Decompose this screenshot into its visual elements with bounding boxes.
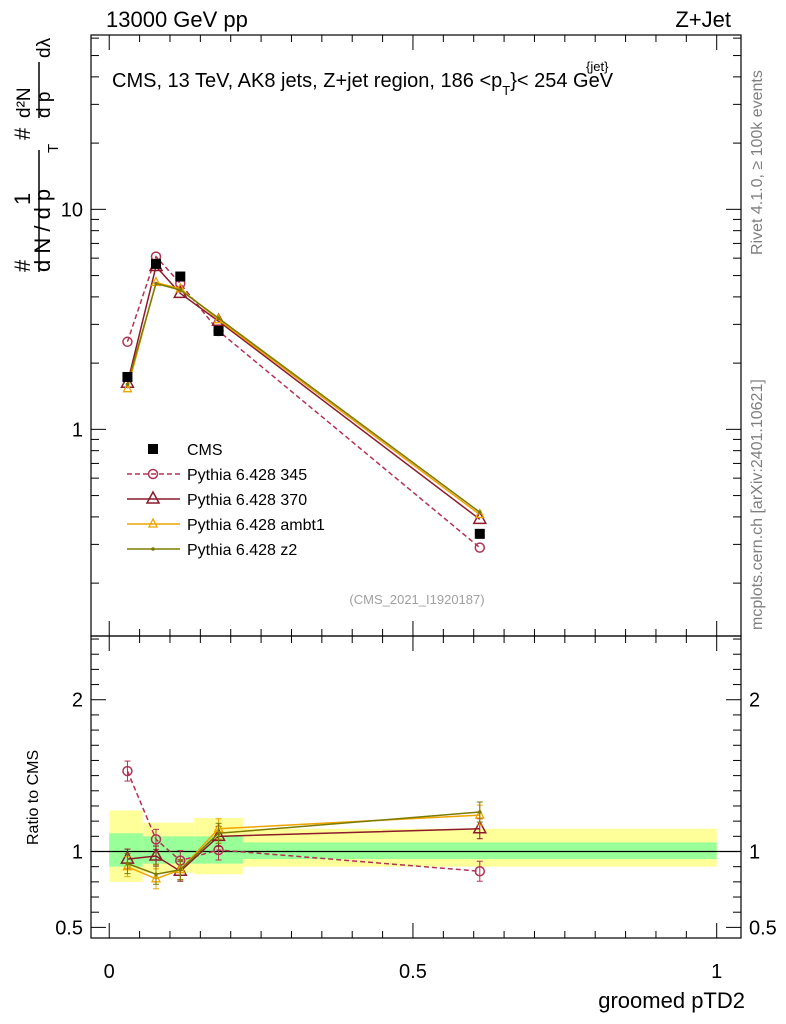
point-cms — [122, 371, 133, 382]
ratio-point-z2 — [477, 810, 482, 814]
ratio-panel: 0 0.5 1 0.5 0.5 1 1 2 2 — [55, 635, 777, 983]
point-z2 — [216, 316, 221, 321]
ratio-y-tick-label-right: 2 — [749, 690, 760, 712]
legend-entry-ambt1: Pythia 6.428 ambt1 — [127, 517, 325, 534]
x-axis-label: groomed pTD2 — [598, 988, 745, 1013]
legend-entry-p345: Pythia 6.428 345 — [127, 467, 307, 484]
ratio-point-z2 — [154, 872, 158, 877]
legend-marker-z2 — [151, 547, 155, 551]
point-cms — [175, 271, 186, 282]
point-ambt1 — [122, 382, 133, 393]
point-z2 — [477, 510, 482, 515]
point-cms — [213, 325, 224, 336]
title-suffix: }< 254 GeV — [510, 70, 614, 92]
legend: CMS Pythia 6.428 345 Pythia 6.428 370 Pythi… — [127, 442, 325, 559]
ylabel-sub-t: T — [45, 144, 62, 153]
point-cms — [474, 528, 485, 539]
ylabel-dpt: d p — [34, 92, 55, 118]
ratio-point-p345 — [474, 865, 486, 877]
ratio-point-p345 — [122, 765, 133, 777]
ratio-point-p345 — [150, 834, 162, 845]
ratio-y-tick-label: 2 — [72, 690, 83, 712]
ratio-y-tick-label-right: 0.5 — [749, 917, 777, 939]
mcplots-source-label: mcplots.cern.ch [arXiv:2401.10621] — [749, 379, 766, 630]
legend-label-cms: CMS — [187, 442, 223, 459]
ratio-point-z2 — [216, 831, 221, 836]
legend-entry-z2: Pythia 6.428 z2 — [127, 542, 297, 559]
title-prefix: CMS, 13 TeV, AK8 jets, Z+jet region, 186… — [112, 70, 502, 92]
point-ambt1 — [175, 282, 186, 293]
ylabel-one: 1 — [10, 193, 35, 205]
x-tick-label: 0 — [104, 961, 115, 983]
x-tick-label: 0.5 — [399, 961, 427, 983]
point-z2 — [154, 281, 158, 286]
legend-label-ambt1: Pythia 6.428 ambt1 — [187, 517, 325, 534]
point-ambt1 — [474, 508, 485, 519]
ratio-y-tick-label: 0.5 — [55, 917, 83, 939]
ratio-frame — [90, 635, 742, 939]
header-energy-label: 13000 GeV pp — [106, 7, 248, 32]
chart-title: CMS, 13 TeV, AK8 jets, Z+jet region, 186… — [112, 59, 614, 98]
point-z2 — [178, 288, 183, 292]
ratio-point-z2 — [125, 861, 130, 866]
analysis-id-label: (CMS_2021_I1920187) — [349, 592, 484, 607]
legend-label-p370: Pythia 6.428 370 — [187, 492, 307, 509]
ylabel-hash2: # — [10, 127, 35, 140]
ylabel-dlambda: dλ — [34, 37, 55, 58]
main-panel: 1 10 — [61, 34, 742, 637]
ylabel-d2n: d²N — [14, 87, 35, 118]
legend-entry-p370: Pythia 6.428 370 — [127, 490, 307, 509]
legend-marker-cms — [148, 444, 158, 454]
point-z2 — [125, 382, 130, 387]
point-p345 — [474, 542, 486, 553]
title-sub: T — [502, 83, 510, 98]
legend-marker-p370 — [145, 490, 161, 504]
legend-label-p345: Pythia 6.428 345 — [187, 467, 307, 484]
ratio-band-green-0 — [109, 833, 143, 867]
ratio-point-z2 — [178, 867, 183, 872]
main-y-tick-label: 1 — [72, 419, 83, 441]
ylabel-hash: # — [10, 259, 35, 272]
legend-marker-ambt1 — [147, 517, 159, 528]
series-line-p370 — [126, 264, 481, 520]
point-p345 — [122, 336, 133, 348]
ratio-y-tick-label: 1 — [72, 841, 83, 863]
ratio-y-axis-label: Ratio to CMS — [25, 750, 42, 845]
rivet-version-label: Rivet 4.1.0, ≥ 100k events — [749, 70, 766, 255]
svg-text:CMS, 13 TeV, AK8 jets, Z+jet r: CMS, 13 TeV, AK8 jets, Z+jet region, 186… — [112, 70, 614, 98]
header-process-label: Z+Jet — [675, 7, 731, 32]
x-tick-label: 1 — [711, 961, 722, 983]
legend-marker-p345 — [147, 468, 159, 480]
point-cms — [151, 258, 161, 269]
point-ambt1 — [213, 313, 224, 324]
series-line-p345 — [126, 255, 481, 549]
ratio-point-p370 — [472, 820, 488, 834]
ratio-band-green-3 — [242, 842, 717, 860]
legend-label-z2: Pythia 6.428 z2 — [187, 542, 297, 559]
title-sup: {jet} — [586, 59, 609, 74]
ratio-y-tick-label-right: 1 — [749, 841, 760, 863]
ylabel-denominator: d N / d p — [30, 189, 55, 272]
main-y-tick-label: 10 — [61, 199, 83, 221]
main-y-axis-label: # 1 d N / d p T # d²N d p dλ — [10, 37, 62, 272]
ratio-point-p370 — [148, 847, 164, 861]
legend-entry-cms: CMS — [148, 442, 223, 459]
